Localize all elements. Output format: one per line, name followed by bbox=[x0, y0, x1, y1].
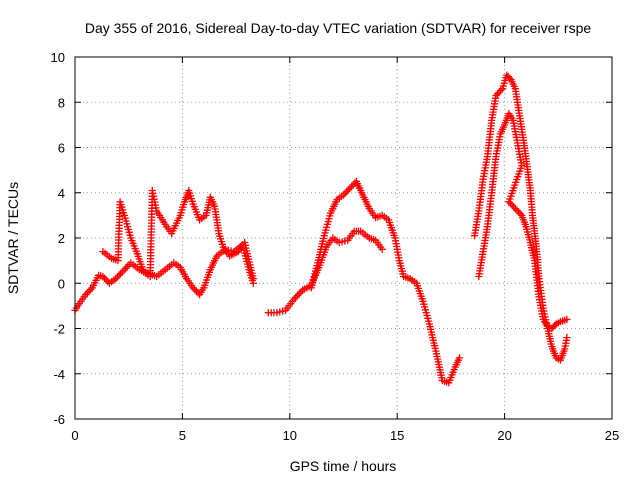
chart-title: Day 355 of 2016, Sidereal Day-to-day VTE… bbox=[85, 20, 591, 36]
data-point bbox=[120, 266, 128, 274]
data-point bbox=[513, 206, 521, 214]
series-arc-1-upper bbox=[99, 186, 257, 283]
y-tick-label: 10 bbox=[51, 50, 65, 65]
data-point bbox=[100, 274, 109, 282]
x-tick-label: 5 bbox=[179, 428, 186, 443]
data-point bbox=[192, 287, 200, 295]
data-point bbox=[87, 285, 95, 294]
data-point bbox=[494, 90, 502, 98]
data-point bbox=[378, 245, 386, 253]
data-point bbox=[113, 273, 121, 281]
data-point bbox=[506, 199, 515, 208]
data-point bbox=[495, 88, 503, 96]
data-point bbox=[343, 188, 351, 196]
ticks-layer: 0 5 10 15 20 25 -6 -4 -2 0 2 4 6 8 10 bbox=[51, 50, 620, 443]
y-tick-label: 2 bbox=[58, 231, 65, 246]
x-tick-label: 0 bbox=[71, 428, 78, 443]
data-point bbox=[516, 210, 524, 218]
data-point bbox=[497, 86, 505, 94]
data-point bbox=[82, 291, 90, 299]
data-point bbox=[249, 275, 257, 283]
data-point bbox=[515, 208, 523, 216]
data-point bbox=[189, 284, 197, 292]
data-point bbox=[505, 198, 513, 206]
data-point bbox=[293, 291, 302, 300]
data-point bbox=[85, 287, 93, 295]
data-point bbox=[563, 315, 571, 324]
x-tick-label: 10 bbox=[283, 428, 297, 443]
x-axis-label: GPS time / hours bbox=[290, 458, 397, 474]
x-tick-label: 15 bbox=[390, 428, 404, 443]
points-layer bbox=[71, 71, 571, 387]
data-point bbox=[510, 203, 518, 211]
data-point bbox=[508, 201, 516, 209]
data-point bbox=[112, 275, 120, 283]
data-point bbox=[349, 181, 357, 189]
data-point bbox=[118, 268, 126, 276]
y-tick-label: -6 bbox=[53, 412, 65, 427]
x-tick-label: 20 bbox=[497, 428, 511, 443]
data-point bbox=[492, 91, 500, 100]
data-point bbox=[117, 270, 125, 278]
data-point bbox=[346, 184, 354, 192]
data-point bbox=[341, 189, 349, 197]
data-point bbox=[339, 191, 348, 199]
y-tick-label: 6 bbox=[58, 141, 65, 156]
y-tick-label: 0 bbox=[58, 276, 65, 291]
data-point bbox=[102, 276, 110, 284]
plot-frame bbox=[74, 56, 613, 420]
data-point bbox=[115, 271, 123, 279]
data-point bbox=[563, 333, 571, 342]
y-tick-label: 4 bbox=[58, 186, 65, 201]
series-arc-2-upper bbox=[307, 177, 464, 387]
y-tick-label: -4 bbox=[53, 367, 65, 382]
data-point bbox=[191, 285, 199, 294]
data-point bbox=[83, 289, 91, 297]
y-tick-label: -2 bbox=[53, 322, 65, 337]
data-point bbox=[348, 182, 356, 191]
data-point bbox=[455, 354, 464, 362]
grid-layer bbox=[75, 57, 612, 419]
y-axis-label: SDTVAR / TECUs bbox=[5, 182, 21, 294]
data-point bbox=[292, 293, 300, 301]
series-arc-3-lower bbox=[475, 110, 571, 333]
y-tick-label: 8 bbox=[58, 95, 65, 110]
data-point bbox=[506, 74, 514, 82]
data-point bbox=[122, 264, 130, 272]
data-point bbox=[344, 186, 352, 194]
x-tick-label: 25 bbox=[605, 428, 619, 443]
data-point bbox=[99, 272, 107, 281]
data-point bbox=[511, 205, 519, 213]
